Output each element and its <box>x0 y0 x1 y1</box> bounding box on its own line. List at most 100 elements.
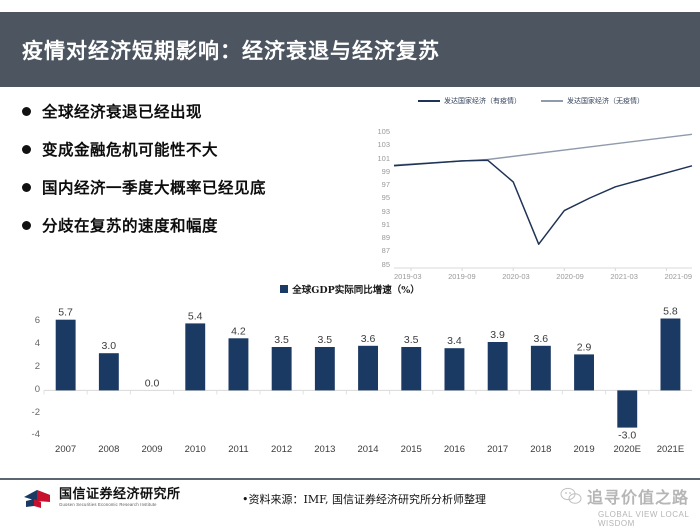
bar-chart-x-axis: 2007 2008 2009 2010 2011 2012 2013 2014 2015 2016… <box>44 444 692 455</box>
list-item: 国内经济一季度大概率已经见底 <box>22 176 352 198</box>
bar <box>185 323 206 391</box>
axis-tick-label: 2021E <box>656 444 685 455</box>
legend-swatch-icon <box>418 100 440 102</box>
bar <box>487 342 508 391</box>
legend-swatch-icon <box>280 285 289 293</box>
bar-chart: 全球GDP实际同比增速（%） 6 4 2 0 -2 -4 5.7 3.0 0.0 5.4 4.2 3… <box>0 282 700 467</box>
axis-tick-label: -2 <box>31 406 40 418</box>
guosen-diamond-icon <box>24 490 50 508</box>
wechat-watermark: 追寻价值之路 <box>560 484 689 508</box>
footer-divider <box>0 478 700 480</box>
bar-value-label: 3.9 <box>490 329 505 341</box>
line-chart-x-axis: 2019-03 2019-09 2020-03 2020-09 2021-03 2021-… <box>394 272 692 281</box>
axis-tick-label: 2019-09 <box>448 272 476 281</box>
axis-tick-label: 99 <box>381 166 390 176</box>
bar <box>271 347 292 391</box>
legend-label: 发达国家经济（有疫情） <box>444 97 521 105</box>
axis-tick-label: 101 <box>377 153 390 163</box>
logo-name-cn: 国信证券经济研究所 <box>59 487 181 503</box>
line-chart-svg <box>393 133 693 271</box>
bullet-list: 全球经济衰退已经出现 变成金融危机可能性不大 国内经济一季度大概率已经见底 分歧… <box>22 100 352 252</box>
slide-footer: 国信证券经济研究所 Guosen Securities Economic Res… <box>0 480 700 528</box>
bar <box>444 348 465 391</box>
bar <box>228 338 249 391</box>
bar-value-label: 0.0 <box>145 377 160 389</box>
bullet-label: 变成金融危机可能性不大 <box>42 140 219 159</box>
line-chart-plot: 105 103 101 99 97 95 93 91 89 87 85 2019-03 2019-09… <box>368 110 694 281</box>
axis-tick-label: 2 <box>34 360 40 372</box>
axis-tick-label: 2020-03 <box>502 272 530 281</box>
axis-tick-label: 2014 <box>357 444 379 455</box>
bar-value-label: 3.5 <box>404 334 419 346</box>
bar <box>574 354 594 391</box>
legend-entry: 发达国家经济（有疫情） <box>418 96 521 106</box>
bar-value-label: 5.7 <box>58 307 73 319</box>
logo-name-en: Guosen Securities Economic Research Inst… <box>59 502 157 508</box>
bar <box>55 319 76 391</box>
axis-tick-label: 2012 <box>271 444 293 455</box>
axis-tick-label: 2011 <box>228 444 249 455</box>
list-item: 分歧在复苏的速度和幅度 <box>22 214 352 236</box>
page-title: 疫情对经济短期影响：经济衰退与经济复苏 <box>22 37 440 63</box>
legend-label: 发达国家经济（无疫情） <box>567 97 644 105</box>
bullet-label: 分歧在复苏的速度和幅度 <box>42 216 219 235</box>
bar <box>660 318 681 391</box>
bar-value-label: 3.5 <box>274 334 289 346</box>
line-chart-legend: 发达国家经济（有疫情） 发达国家经济（无疫情） <box>368 94 694 108</box>
bar-value-label: 3.6 <box>361 333 376 345</box>
axis-tick-label: 2021-03 <box>610 272 638 281</box>
axis-tick-label: 89 <box>381 233 390 242</box>
axis-tick-label: 2009 <box>141 444 163 455</box>
axis-tick-label: 2018 <box>530 444 552 455</box>
bar-chart-legend: 全球GDP实际同比增速（%） <box>0 282 700 296</box>
axis-tick-label: 85 <box>381 259 390 269</box>
bar <box>401 347 422 391</box>
bar <box>617 390 638 428</box>
bar-value-label: 3.4 <box>447 335 462 347</box>
bar-value-label: 2.9 <box>577 341 592 353</box>
list-item: 变成金融危机可能性不大 <box>22 138 352 160</box>
axis-tick-label: 2019-03 <box>394 272 422 281</box>
axis-tick-label: 2016 <box>443 444 465 455</box>
line-chart-y-axis: 105 103 101 99 97 95 93 91 89 87 85 <box>370 128 390 268</box>
bullet-dot-icon <box>22 220 31 230</box>
bar-value-label: 4.2 <box>231 325 246 337</box>
axis-tick-label: 91 <box>381 219 390 229</box>
axis-tick-label: 105 <box>377 127 390 136</box>
axis-tick-label: 2020E <box>613 444 641 455</box>
line-chart: 发达国家经济（有疫情） 发达国家经济（无疫情） 105 103 101 99 97 95 9… <box>368 94 694 281</box>
bar <box>358 345 378 391</box>
axis-tick-label: 95 <box>381 193 390 203</box>
axis-tick-label: 0 <box>34 383 40 395</box>
bar <box>314 347 335 391</box>
bar-value-label: 5.4 <box>188 310 203 322</box>
bullet-dot-icon <box>22 182 31 192</box>
legend-entry: 发达国家经济（无疫情） <box>541 96 644 106</box>
axis-tick-label: 2010 <box>184 444 206 455</box>
watermark-label: 追寻价值之路 <box>587 488 690 507</box>
bullet-label: 国内经济一季度大概率已经见底 <box>42 178 267 197</box>
bar-value-label: 3.0 <box>101 340 116 352</box>
axis-tick-label: 97 <box>381 180 390 189</box>
axis-tick-label: 2015 <box>400 444 422 455</box>
bar-chart-plot: 6 4 2 0 -2 -4 5.7 3.0 0.0 5.4 4.2 3.5 3.5 3.6 3.5 3.4 3… <box>0 298 700 448</box>
axis-tick-label: 4 <box>34 337 40 349</box>
bullet-dot-icon <box>22 144 31 154</box>
bullet-label: 全球经济衰退已经出现 <box>42 102 203 121</box>
axis-tick-label: -4 <box>31 429 40 441</box>
legend-label: 全球GDP实际同比增速（%） <box>292 285 420 296</box>
logo-text-block: 国信证券经济研究所 Guosen Securities Economic Res… <box>59 488 181 507</box>
axis-tick-label: 2013 <box>314 444 336 455</box>
watermark-sublabel: GLOBAL VIEW LOCAL WISDOM <box>598 510 690 528</box>
axis-tick-label: 2017 <box>487 444 509 455</box>
source-note: •资料来源：IMF, 国信证券经济研究所分析师整理 <box>242 493 487 506</box>
axis-tick-label: 2008 <box>98 444 120 455</box>
axis-tick-label: 2007 <box>55 444 77 455</box>
axis-tick-label: 87 <box>381 246 390 256</box>
axis-tick-label: 2019 <box>573 444 595 455</box>
list-item: 全球经济衰退已经出现 <box>22 100 352 122</box>
slide-header: 疫情对经济短期影响：经济衰退与经济复苏 <box>0 12 700 87</box>
bar <box>98 353 119 391</box>
bullet-dot-icon <box>22 106 31 116</box>
axis-tick-label: 2020-09 <box>556 272 584 281</box>
